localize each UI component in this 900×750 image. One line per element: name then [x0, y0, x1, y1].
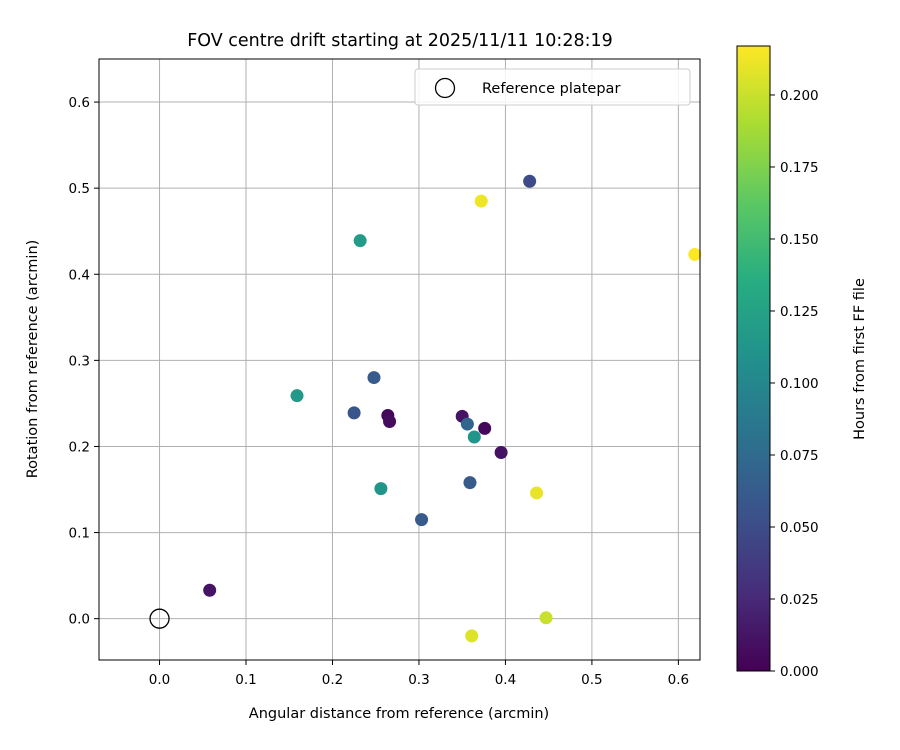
x-tick-label: 0.6: [668, 672, 689, 688]
data-point: [374, 482, 388, 496]
data-point: [460, 417, 474, 431]
legend-entry-reference: Reference platepar: [482, 81, 620, 97]
chart-title: FOV centre drift starting at 2025/11/11 …: [187, 31, 613, 51]
x-tick-label: 0.2: [322, 672, 343, 688]
y-tick-label: 0.3: [69, 353, 90, 369]
x-tick-label: 0.3: [408, 672, 429, 688]
scatter-points: [203, 174, 702, 643]
colorbar-ticks: 0.000 0.025 0.050 0.075 0.100 0.125 0.150 0.175…: [770, 88, 819, 680]
data-point: [463, 476, 477, 490]
plot-area-frame: [98, 58, 701, 661]
colorbar-tick-label: 0.175: [780, 160, 819, 176]
colorbar-tick-label: 0.100: [780, 376, 819, 392]
data-point: [530, 486, 544, 500]
colorbar-tick-label: 0.125: [780, 304, 819, 320]
y-tick-label: 0.2: [69, 439, 90, 455]
y-tick-label: 0.0: [69, 612, 90, 628]
y-axis-ticks: 0.0 0.1 0.2 0.3 0.4 0.5 0.6: [69, 95, 99, 628]
colorbar: 0.000 0.025 0.050 0.075 0.100 0.125 0.150 0.175…: [736, 45, 868, 680]
data-point: [494, 445, 508, 459]
data-point: [415, 513, 429, 527]
colorbar-tick-label: 0.050: [780, 520, 819, 536]
y-tick-label: 0.6: [69, 95, 90, 111]
legend: Reference platepar: [414, 68, 691, 106]
y-tick-label: 0.5: [69, 181, 90, 197]
grid-lines: [99, 59, 700, 660]
legend-reference-marker: [434, 77, 456, 99]
x-tick-label: 0.5: [581, 672, 602, 688]
data-point: [353, 234, 367, 248]
data-point: [539, 611, 553, 625]
colorbar-gradient: [736, 45, 771, 672]
colorbar-label: Hours from first FF file: [852, 278, 868, 440]
data-point: [203, 583, 217, 597]
x-tick-label: 0.0: [149, 672, 170, 688]
data-point: [465, 629, 479, 643]
data-point: [367, 371, 381, 385]
reference-platepar-point: [149, 608, 170, 629]
data-point: [478, 421, 492, 435]
x-axis-ticks: 0.0 0.1 0.2 0.3 0.4 0.5 0.6: [149, 660, 689, 688]
colorbar-tick-label: 0.200: [780, 88, 819, 104]
y-axis-label: Rotation from reference (arcmin): [25, 240, 41, 479]
reference-point-layer: [149, 608, 170, 629]
y-tick-label: 0.1: [69, 526, 90, 542]
y-tick-label: 0.4: [69, 267, 90, 283]
data-point: [523, 174, 537, 188]
x-tick-label: 0.4: [495, 672, 516, 688]
colorbar-tick-label: 0.150: [780, 232, 819, 248]
legend-box: [414, 68, 691, 106]
data-point: [347, 406, 361, 420]
data-point: [474, 194, 488, 208]
data-point: [688, 247, 702, 261]
colorbar-tick-label: 0.000: [780, 664, 819, 680]
data-point: [290, 389, 304, 403]
x-axis-label: Angular distance from reference (arcmin): [249, 706, 549, 722]
colorbar-tick-label: 0.075: [780, 448, 819, 464]
x-tick-label: 0.1: [235, 672, 256, 688]
colorbar-tick-label: 0.025: [780, 592, 819, 608]
data-point: [383, 414, 397, 428]
data-point: [467, 430, 481, 444]
